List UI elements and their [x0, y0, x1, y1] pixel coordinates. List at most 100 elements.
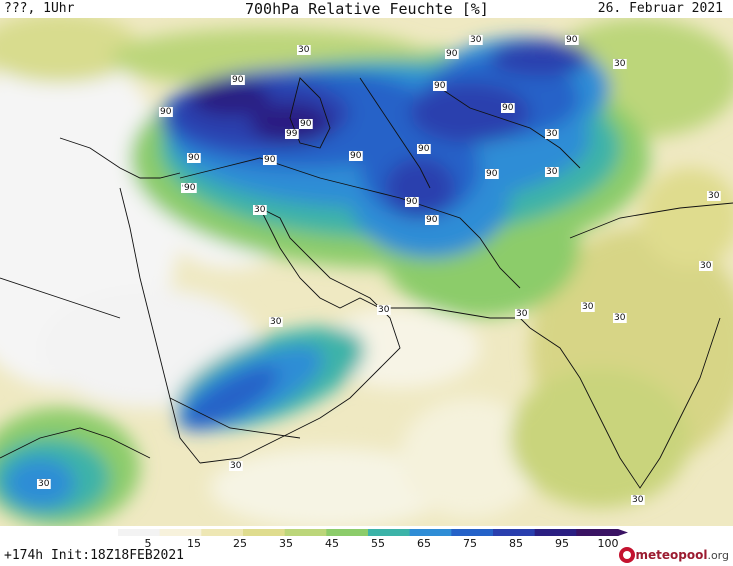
- coastline-red-sea: [119, 187, 201, 464]
- border-7: [569, 202, 733, 239]
- contour-label: 90: [434, 81, 446, 91]
- contour-label-bg: [501, 103, 515, 113]
- contour-label: 30: [632, 495, 644, 505]
- contour-label: 90: [418, 144, 430, 154]
- contour-label-bg: [187, 153, 201, 163]
- coastline-india: [529, 317, 721, 489]
- colorbar-swatch: [493, 529, 536, 536]
- contour-label-bg: [229, 461, 243, 471]
- colorbar-swatch: [326, 529, 369, 536]
- country-borders: [0, 77, 733, 489]
- colorbar-tick-label: 25: [233, 537, 247, 548]
- contour-label-bg: [545, 129, 559, 139]
- contour-label-bg: [613, 59, 627, 69]
- contour-label: 90: [232, 75, 244, 85]
- contour-label: 90: [446, 49, 458, 59]
- colorbar-swatch: [243, 529, 286, 536]
- contour-label-bg: [631, 495, 645, 505]
- contour-label: 90: [300, 119, 312, 129]
- colorbar-tick-label: 65: [417, 537, 431, 548]
- border-2: [399, 197, 521, 289]
- humidity-map: 90 90 90 90 90 90 90 90 90 90 90 90 90 9…: [0, 18, 733, 526]
- border-5: [0, 277, 121, 319]
- brand-tld: .org: [707, 549, 729, 562]
- contour-label: 30: [546, 167, 558, 177]
- colorbar-tick-label: 55: [371, 537, 385, 548]
- meteopool-logo-icon: [618, 547, 635, 563]
- colorbar-legend: 5 15 25 35 45 55 65 75 85 95 100: [118, 529, 628, 548]
- contour-label: 30: [516, 309, 528, 319]
- colorbar-swatch: [201, 529, 244, 536]
- contour-label: 90: [160, 107, 172, 117]
- border-3: [359, 77, 431, 189]
- header-bar: ???, 1Uhr 700hPa Relative Feuchte [%] 26…: [0, 0, 733, 18]
- contour-label-bg: [285, 129, 299, 139]
- contour-label: 90: [502, 103, 514, 113]
- contour-label-bg: [425, 215, 439, 225]
- colorbar-swatch: [409, 529, 452, 536]
- colorbar-tick-label: 35: [279, 537, 293, 548]
- contour-label: 30: [700, 261, 712, 271]
- contour-label-bg: [565, 35, 579, 45]
- contour-label: 30: [614, 313, 626, 323]
- contour-label: 30: [270, 317, 282, 327]
- contour-label: 99: [286, 129, 298, 139]
- valid-time-label: ???, 1Uhr: [4, 1, 75, 16]
- contour-label-bg: [263, 155, 277, 165]
- contour-label-bg: [545, 167, 559, 177]
- contour-label: 30: [708, 191, 720, 201]
- colorbar-tick-label: 5: [145, 537, 152, 548]
- colorbar-swatch: [284, 529, 327, 536]
- contour-label: 30: [230, 461, 242, 471]
- contour-label-bg: [485, 169, 499, 179]
- contour-label: 30: [38, 479, 50, 489]
- contour-label-bg: [699, 261, 713, 271]
- contour-label-bg: [707, 191, 721, 201]
- contour-label: 30: [546, 129, 558, 139]
- brand-name: meteopool: [635, 548, 708, 562]
- colorbar-swatch: [368, 529, 411, 536]
- contour-label: 90: [486, 169, 498, 179]
- border-6: [169, 397, 301, 439]
- colorbar-swatch: [159, 529, 202, 536]
- border-1: [179, 157, 401, 199]
- colorbar-tick-label: 15: [187, 537, 201, 548]
- caspian-sea: [289, 77, 331, 149]
- map-title: 700hPa Relative Feuchte [%]: [245, 0, 489, 18]
- contour-label: 90: [264, 155, 276, 165]
- coastline-arabia-east: [199, 207, 401, 464]
- run-info: +174h Init:18Z18FEB2021: [4, 548, 185, 563]
- colorbar-tick-label: 45: [325, 537, 339, 548]
- contour-label: 90: [566, 35, 578, 45]
- contour-label-bg: [377, 305, 391, 315]
- colorbar-arrow: [618, 529, 628, 536]
- colorbar-tick-label: 95: [555, 537, 569, 548]
- coastline-africa-horn: [0, 427, 151, 459]
- humidity-field: [0, 18, 733, 526]
- contour-label-bg: [37, 479, 51, 489]
- contour-label: 30: [582, 302, 594, 312]
- contour-label-bg: [269, 317, 283, 327]
- coastline-mediterranean: [59, 137, 181, 179]
- colorbar-swatch: [451, 529, 494, 536]
- colorbar-tick-label: 85: [509, 537, 523, 548]
- colorbar-tick-label: 100: [598, 537, 619, 548]
- contour-label-bg: [515, 309, 529, 319]
- contour-label-bg: [613, 313, 627, 323]
- contour-label-bg: [253, 205, 267, 215]
- contour-label-bg: [349, 151, 363, 161]
- colorbar-swatch: [576, 529, 619, 536]
- contour-label-bg: [183, 183, 197, 193]
- contour-label-bg: [581, 302, 595, 312]
- contour-label-bg: [433, 81, 447, 91]
- colorbar-swatch: [118, 529, 161, 536]
- contour-label: 90: [350, 151, 362, 161]
- contour-label: 30: [298, 45, 310, 55]
- contour-label-bg: [445, 49, 459, 59]
- contour-label: 90: [184, 183, 196, 193]
- contour-label-bg: [469, 35, 483, 45]
- contour-labels: 90 90 90 90 90 90 90 90 90 90 90 90 90 9…: [37, 35, 721, 505]
- contour-label-bg: [231, 75, 245, 85]
- contour-label: 30: [614, 59, 626, 69]
- contour-label-bg: [297, 45, 311, 55]
